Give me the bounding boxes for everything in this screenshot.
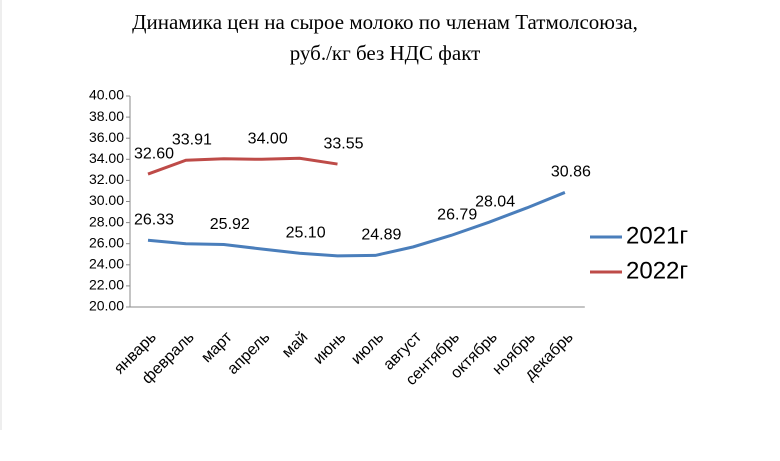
data-label: 26.79 (437, 207, 477, 224)
y-tick-label: 30.00 (89, 192, 124, 208)
x-tick-label: май (279, 329, 311, 361)
y-tick-label: 20.00 (89, 298, 124, 314)
x-tick-label: июнь (310, 329, 349, 368)
data-label: 26.33 (134, 211, 174, 228)
y-tick-label: 26.00 (89, 234, 124, 250)
legend-label: 2021г (626, 222, 688, 249)
data-label: 33.91 (172, 131, 212, 148)
y-tick-label: 28.00 (89, 213, 124, 229)
data-label: 25.92 (210, 216, 250, 233)
line (147, 191, 566, 258)
data-label: 30.86 (551, 164, 591, 181)
y-tick-label: 24.00 (89, 256, 124, 272)
data-label: 32.60 (134, 145, 174, 162)
data-label: 24.89 (361, 227, 401, 244)
data-label: 33.55 (323, 135, 363, 152)
chart-title: Динамика цен на сырое молоко по членам Т… (132, 10, 638, 34)
data-label: 28.04 (475, 193, 515, 210)
chart-title: руб./кг без НДС факт (290, 41, 481, 65)
y-tick-label: 40.00 (89, 87, 124, 103)
x-tick-label: апрель (224, 329, 273, 378)
data-label: 25.10 (286, 224, 326, 241)
legend-label: 2022г (626, 257, 688, 284)
y-tick-label: 38.00 (89, 108, 124, 124)
y-tick-label: 34.00 (89, 150, 124, 166)
y-tick-label: 22.00 (89, 277, 124, 293)
data-label: 34.00 (248, 131, 288, 148)
line (147, 156, 338, 176)
y-tick-label: 36.00 (89, 129, 124, 145)
y-tick-label: 32.00 (89, 171, 124, 187)
